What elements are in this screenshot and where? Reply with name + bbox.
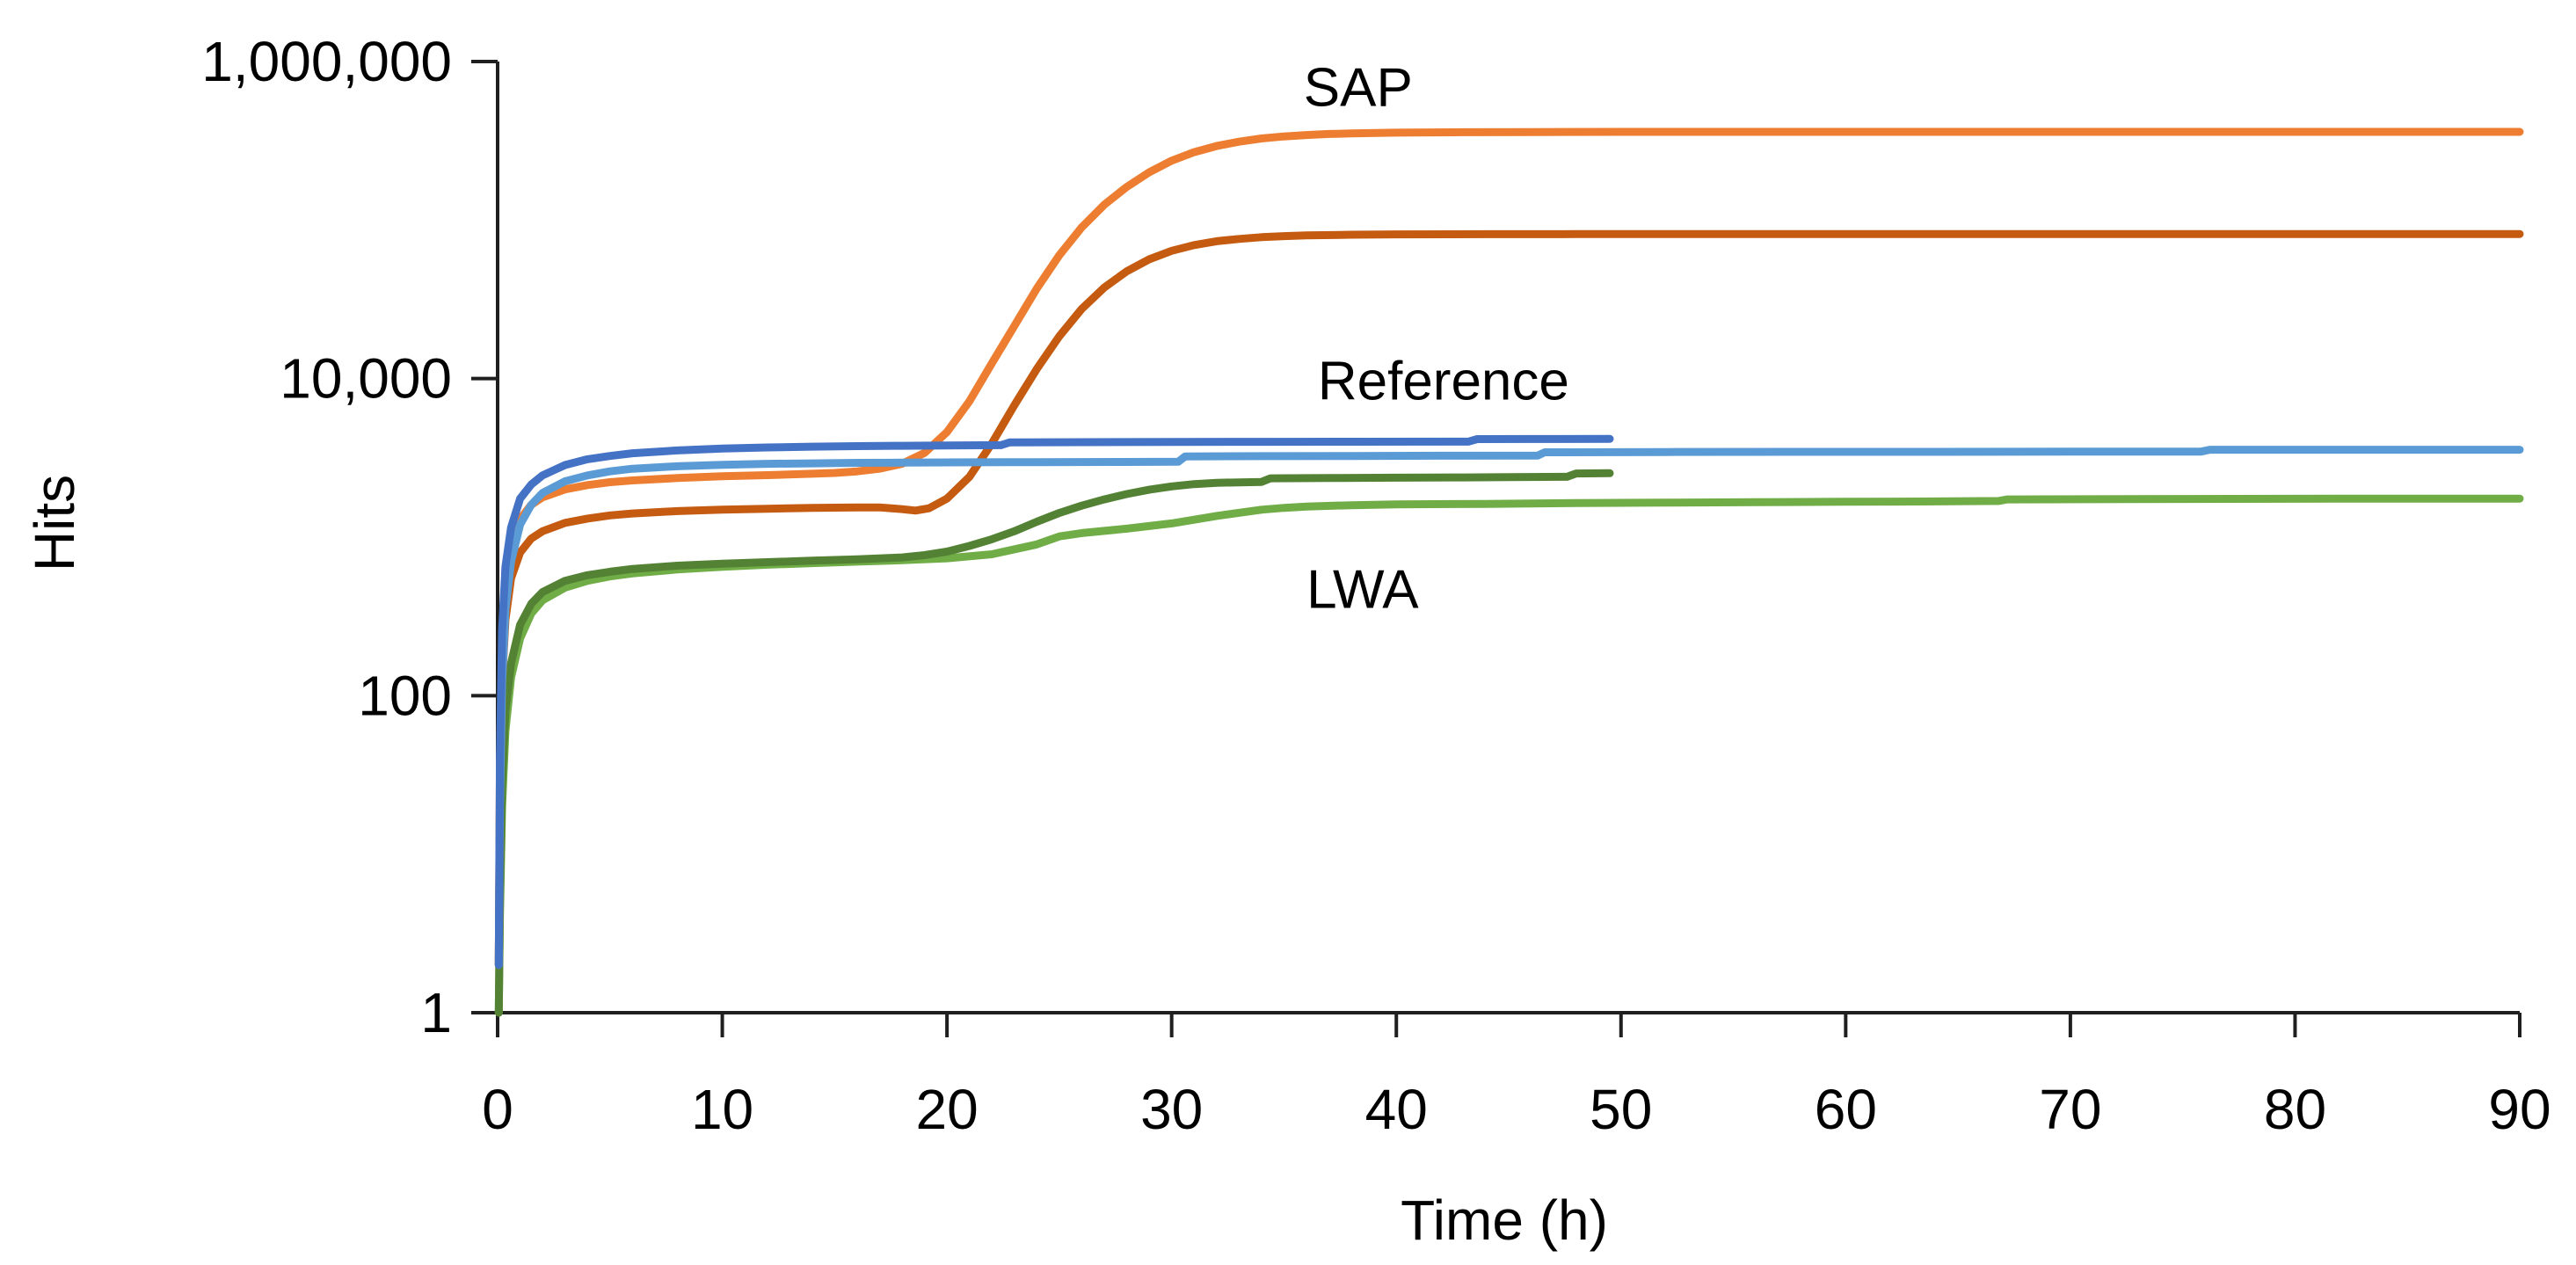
series-line-lwa-dark [494, 469, 1614, 1017]
y-axis-tick-label: 100 [358, 664, 452, 727]
axis-frame [496, 62, 2520, 1014]
y-axis-ticks: 1 100 10,000 1,000,000 [201, 30, 498, 1044]
series-line-lwa-light [494, 494, 2524, 1017]
y-axis-title: Hits [23, 475, 86, 571]
x-axis-tick-label: 80 [2264, 1078, 2326, 1141]
series-line-sap-dark [494, 229, 2524, 970]
y-axis-tick-label: 10,000 [280, 347, 452, 411]
series-line-reference-light [494, 446, 2524, 970]
series-lines [494, 127, 2524, 1017]
x-axis-tick-label: 60 [1815, 1078, 1877, 1141]
x-axis-tick-label: 0 [482, 1078, 513, 1141]
y-axis-tick-label: 1 [420, 981, 452, 1044]
x-axis-title: Time (h) [1401, 1189, 1608, 1252]
x-axis-tick-label: 10 [691, 1078, 753, 1141]
y-axis-tick-label: 1,000,000 [201, 30, 452, 93]
x-axis-tick-label: 20 [916, 1078, 979, 1141]
series-annotation-sap: SAP [1304, 58, 1413, 119]
x-axis-tick-label: 40 [1365, 1078, 1428, 1141]
series-annotation-lwa: LWA [1306, 559, 1419, 620]
x-axis-tick-label: 50 [1590, 1078, 1652, 1141]
series-line-sap-light [494, 127, 2524, 970]
x-axis-tick-label: 30 [1140, 1078, 1203, 1141]
series-line-reference-dark [494, 434, 1614, 970]
x-axis-tick-label: 70 [2039, 1078, 2101, 1141]
x-axis-tick-label: 90 [2488, 1078, 2551, 1141]
x-axis-ticks: 0 10 20 30 40 50 60 70 80 90 [482, 1013, 2551, 1141]
series-annotation-reference: Reference [1318, 351, 1569, 411]
series-annotations: SAP Reference LWA [1304, 58, 1569, 621]
